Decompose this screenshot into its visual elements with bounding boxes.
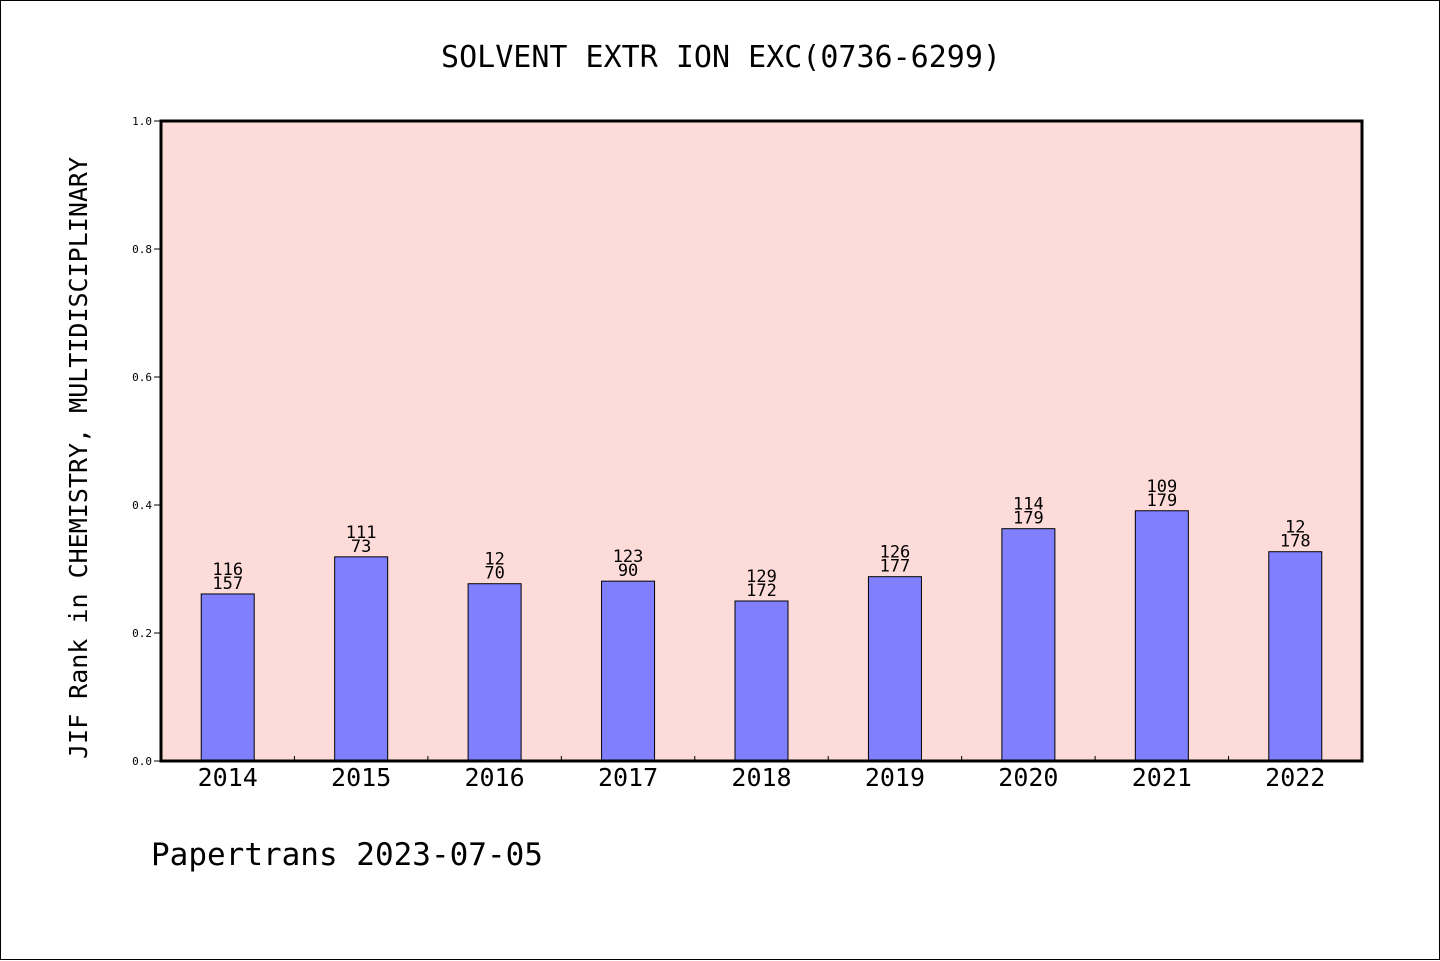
footer-text: Papertrans 2023-07-05 xyxy=(151,837,543,873)
bar-2022 xyxy=(1268,551,1323,762)
bar-total-label: 73 xyxy=(351,537,371,557)
x-tick-label: 2018 xyxy=(731,763,791,792)
y-tick-label: 0.8 xyxy=(132,243,152,256)
bar-total-label: 178 xyxy=(1280,532,1311,552)
bar-total-label: 179 xyxy=(1013,509,1044,529)
bar-2014 xyxy=(200,593,255,762)
bar-rank-label: 116 xyxy=(212,560,243,580)
x-tick-label: 2014 xyxy=(198,763,258,792)
x-tick-label: 2019 xyxy=(865,763,925,792)
y-tick-label: 0.6 xyxy=(132,371,152,384)
bar-rank-label: 109 xyxy=(1146,477,1177,497)
bar-total-label: 157 xyxy=(212,574,243,594)
bar-2021 xyxy=(1134,510,1189,762)
bar-total-label: 179 xyxy=(1146,491,1177,511)
y-tick-label: 0.2 xyxy=(132,627,152,640)
plot-border xyxy=(159,119,1364,763)
bar-total-label: 70 xyxy=(484,564,504,584)
bar-rank-label: 129 xyxy=(746,567,777,587)
bar-2020 xyxy=(1001,528,1056,762)
x-tick-label: 2017 xyxy=(598,763,658,792)
bar-rank-label: 12 xyxy=(484,550,504,570)
bar-rank-label: 12 xyxy=(1285,518,1305,538)
y-axis-label: JIF Rank in CHEMISTRY, MULTIDISCIPLINARY xyxy=(64,157,93,759)
x-tick-label: 2015 xyxy=(331,763,391,792)
bar-2019 xyxy=(867,576,922,762)
y-tick-label: 0.0 xyxy=(132,755,152,768)
bar-rank-label: 123 xyxy=(613,547,644,567)
bar-2018 xyxy=(734,600,789,762)
bar-total-label: 177 xyxy=(880,557,911,577)
x-tick-label: 2022 xyxy=(1265,763,1325,792)
bar-rank-label: 126 xyxy=(880,543,911,563)
bar-rank-label: 114 xyxy=(1013,495,1044,515)
x-tick-label: 2020 xyxy=(998,763,1058,792)
x-tick-label: 2016 xyxy=(465,763,525,792)
bar-2016 xyxy=(467,583,522,762)
y-axis: 0.0 0.2 0.4 0.6 0.8 1.0 xyxy=(132,115,161,768)
x-axis: 2014 2015 2016 2017 2018 2019 2020 2021 2022 xyxy=(198,756,1325,792)
bar-total-label: 90 xyxy=(618,561,638,581)
x-tick-label: 2021 xyxy=(1132,763,1192,792)
y-tick-label: 0.4 xyxy=(132,499,152,512)
bar-2017 xyxy=(601,580,656,762)
bar-total-label: 172 xyxy=(746,581,777,601)
y-tick-label: 1.0 xyxy=(132,115,152,128)
bar-rank-label: 111 xyxy=(346,523,377,543)
chart-title: SOLVENT EXTR ION EXC(0736-6299) xyxy=(441,40,1001,75)
bar-2015 xyxy=(334,556,389,762)
